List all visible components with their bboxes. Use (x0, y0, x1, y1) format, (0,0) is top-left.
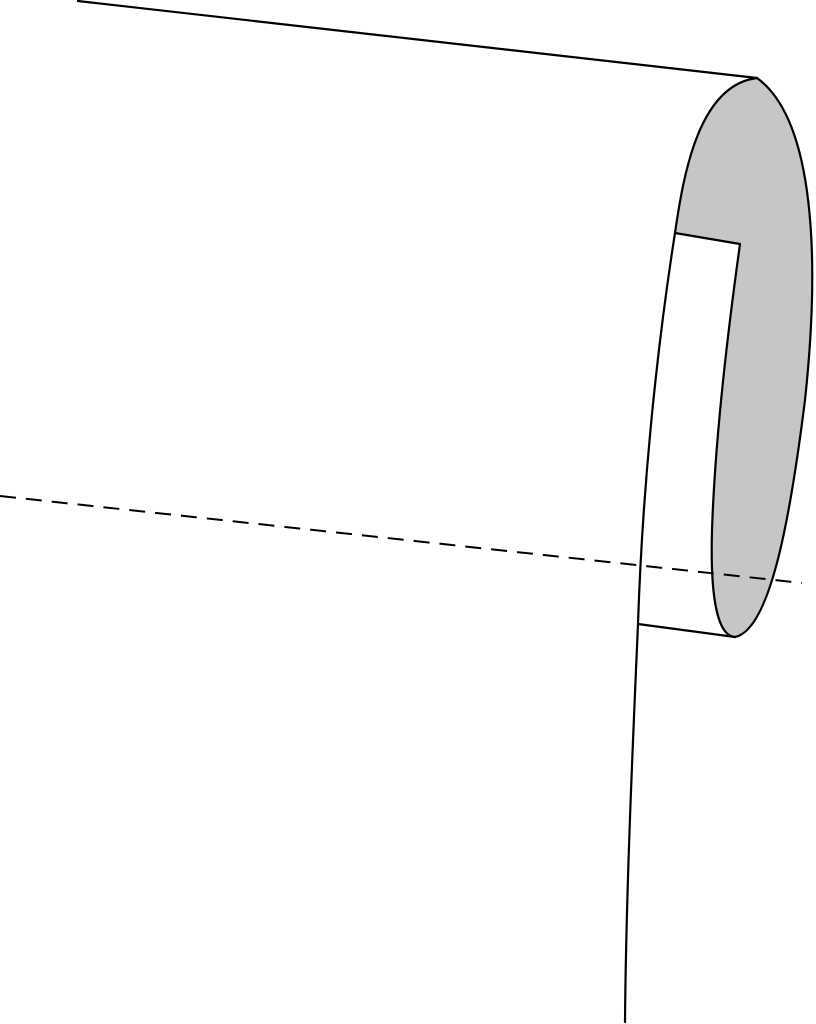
notch-bottom-edge (636, 622, 737, 639)
end-cap-upper-arc (673, 76, 759, 235)
cylinder-end-cap (675, 78, 813, 637)
top-edge-line (76, 0, 759, 80)
notch-top-edge (673, 231, 742, 246)
end-cap-outline (733, 76, 814, 639)
notch-inner-edge (710, 242, 742, 639)
sheet-side-edge (623, 231, 677, 1024)
dashed-axis-line (0, 495, 803, 584)
